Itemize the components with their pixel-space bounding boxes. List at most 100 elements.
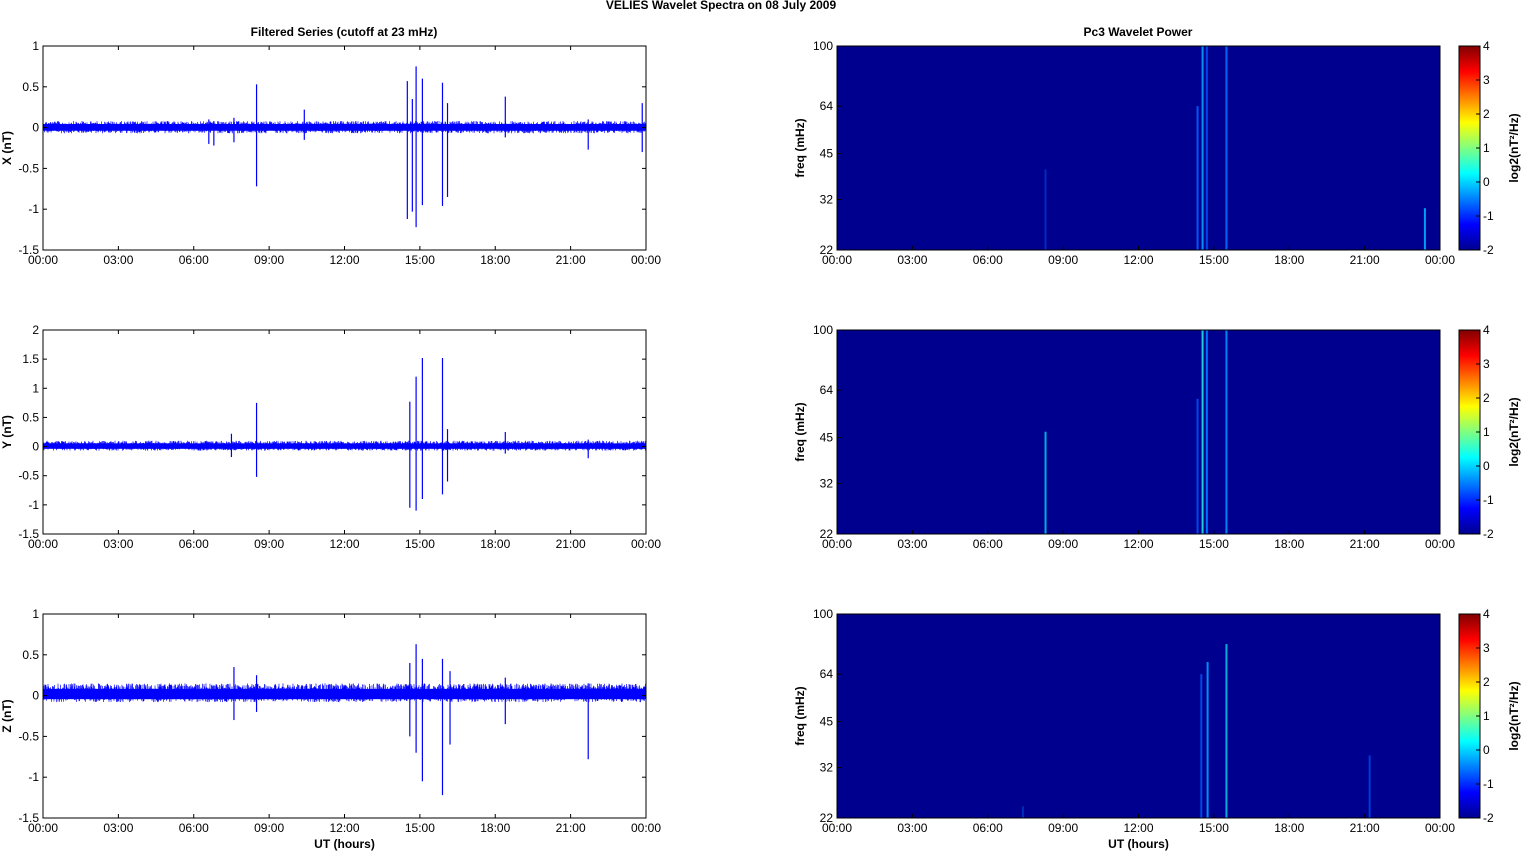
filtered-x-plot-bg (43, 46, 646, 250)
filtered-y-ytick-label-5: -0.5 (18, 469, 39, 483)
wavelet-y-streak-0 (1044, 431, 1047, 534)
wavelet-x-streak-1 (1196, 106, 1199, 250)
wavelet-y-cbar-tick-label-5: -1 (1483, 493, 1494, 507)
wavelet-x-cbar-tick-label-0: 4 (1483, 39, 1490, 53)
wavelet-y-ytick-label-1: 64 (820, 383, 834, 397)
wavelet-x-xtick-label-8: 00:00 (1425, 253, 1455, 267)
wavelet-x-xtick-label-6: 18:00 (1274, 253, 1304, 267)
filtered-z-xtick-label-3: 09:00 (254, 821, 284, 835)
filtered-y-ytick-label-0: 2 (32, 323, 39, 337)
filtered-y-ytick-label-7: -1.5 (18, 527, 39, 541)
wavelet-z-streak-0 (1021, 806, 1024, 818)
wavelet-x-xtick-label-4: 12:00 (1123, 253, 1153, 267)
wavelet-z-cbar-tick-label-6: -2 (1483, 811, 1494, 825)
wavelet-y-cbar-tick-label-3: 1 (1483, 425, 1490, 439)
wavelet-y-xtick-label-0: 00:00 (822, 537, 852, 551)
wavelet-x-xtick-label-2: 06:00 (973, 253, 1003, 267)
filtered-z-xtick-label-4: 12:00 (329, 821, 359, 835)
filtered-x-panel: 1 0.5 0 -0.5 -1 -1.5 X (nT) 00:00 03:00 06:00 09:0… (0, 39, 661, 267)
wavelet-x-streak-4 (1225, 46, 1228, 250)
filtered-z-ytick-label-5: -1.5 (18, 811, 39, 825)
filtered-z-panel: 1 0.5 0 -0.5 -1 -1.5 Z (nT) 00:00 03:00 06:00 09:0… (0, 607, 661, 851)
filtered-y-xtick-label-0: 00:00 (28, 537, 58, 551)
wavelet-z-streak-3 (1225, 644, 1228, 818)
filtered-z-series-core (43, 688, 646, 700)
wavelet-z-ytick-label-4: 22 (820, 811, 834, 825)
filtered-x-ylabel: X (nT) (0, 131, 14, 165)
wavelet-x-streak-2 (1201, 46, 1204, 250)
filtered-x-xtick-label-0: 00:00 (28, 253, 58, 267)
panels: 1 0.5 0 -0.5 -1 -1.5 X (nT) 00:00 03:00 06:00 09:0… (0, 39, 1521, 851)
filtered-y-xtick-label-7: 21:00 (556, 537, 586, 551)
filtered-x-xtick-label-7: 21:00 (556, 253, 586, 267)
filtered-z-ytick-label-2: 0 (32, 689, 39, 703)
filtered-y-series-core (43, 443, 646, 449)
wavelet-x-streak-3 (1205, 46, 1208, 250)
wavelet-y-xtick-label-6: 18:00 (1274, 537, 1304, 551)
filtered-y-xtick-label-4: 12:00 (329, 537, 359, 551)
wavelet-y-cbar-tick-label-0: 4 (1483, 323, 1490, 337)
wavelet-z-xtick-label-4: 12:00 (1123, 821, 1153, 835)
filtered-y-xtick-label-1: 03:00 (103, 537, 133, 551)
filtered-z-xtick-label-6: 18:00 (480, 821, 510, 835)
filtered-y-ytick-label-1: 1.5 (22, 352, 39, 366)
wavelet-z-cbar-tick-label-3: 1 (1483, 709, 1490, 723)
wavelet-y-xtick-label-1: 03:00 (897, 537, 927, 551)
wavelet-z-xtick-label-3: 09:00 (1048, 821, 1078, 835)
filtered-z-plot-bg (43, 614, 646, 818)
wavelet-z-xtick-label-0: 00:00 (822, 821, 852, 835)
wavelet-y-streak-3 (1205, 330, 1208, 534)
wavelet-y-cbar-tick-label-1: 3 (1483, 357, 1490, 371)
wavelet-y-cbar-tick-label-2: 2 (1483, 391, 1490, 405)
wavelet-x-xtick-label-1: 03:00 (897, 253, 927, 267)
filtered-x-xtick-label-5: 15:00 (405, 253, 435, 267)
wavelet-y-cbar-tick-label-4: 0 (1483, 459, 1490, 473)
wavelet-z-xtick-label-5: 15:00 (1199, 821, 1229, 835)
filtered-z-xtick-label-5: 15:00 (405, 821, 435, 835)
wavelet-x-colorbar-label: log2(nT²/Hz) (1507, 113, 1521, 182)
filtered-y-ytick-label-4: 0 (32, 440, 39, 454)
wavelet-z-ytick-label-2: 45 (820, 715, 834, 729)
wavelet-z-streak-4 (1368, 755, 1371, 818)
wavelet-x-cbar-tick-label-6: -2 (1483, 243, 1494, 257)
filtered-y-ytick-label-6: -1 (28, 498, 39, 512)
wavelet-x-cbar-tick-label-1: 3 (1483, 73, 1490, 87)
wavelet-y-ytick-label-3: 32 (820, 477, 834, 491)
filtered-y-panel: 2 1.5 1 0.5 0 -0.5 -1 -1.5 Y (nT) 00:00 03:00 06:00… (0, 323, 661, 551)
left-column-title: Filtered Series (cutoff at 23 mHz) (251, 25, 438, 39)
wavelet-y-streak-2 (1201, 330, 1204, 534)
wavelet-z-xtick-label-7: 21:00 (1350, 821, 1380, 835)
wavelet-y-xtick-label-3: 09:00 (1048, 537, 1078, 551)
wavelet-y-xtick-label-5: 15:00 (1199, 537, 1229, 551)
wavelet-x-cbar-tick-label-5: -1 (1483, 209, 1494, 223)
wavelet-z-ytick-label-1: 64 (820, 667, 834, 681)
wavelet-y-ytick-label-4: 22 (820, 527, 834, 541)
wavelet-z-streak-2 (1206, 662, 1209, 818)
wavelet-z-ytick-label-0: 100 (813, 607, 833, 621)
wavelet-z-cbar-tick-label-0: 4 (1483, 607, 1490, 621)
wavelet-y-xtick-label-2: 06:00 (973, 537, 1003, 551)
filtered-x-series-core (43, 124, 646, 131)
wavelet-y-ylabel: freq (mHz) (793, 402, 807, 461)
filtered-y-xtick-label-2: 06:00 (179, 537, 209, 551)
filtered-y-plot-bg (43, 330, 646, 534)
wavelet-x-ytick-label-1: 64 (820, 99, 834, 113)
filtered-y-xtick-label-5: 15:00 (405, 537, 435, 551)
wavelet-x-xtick-label-3: 09:00 (1048, 253, 1078, 267)
wavelet-x-cbar-tick-label-4: 0 (1483, 175, 1490, 189)
wavelet-z-cbar-tick-label-2: 2 (1483, 675, 1490, 689)
wavelet-y-ytick-label-0: 100 (813, 323, 833, 337)
wavelet-x-plot-bg (837, 46, 1440, 250)
filtered-x-xtick-label-4: 12:00 (329, 253, 359, 267)
wavelet-z-cbar-tick-label-1: 3 (1483, 641, 1490, 655)
wavelet-z-xtick-label-2: 06:00 (973, 821, 1003, 835)
wavelet-y-xtick-label-7: 21:00 (1350, 537, 1380, 551)
wavelet-z-xlabel: UT (hours) (1108, 837, 1169, 851)
filtered-x-ytick-label-5: -1.5 (18, 243, 39, 257)
wavelet-z-colorbar-label: log2(nT²/Hz) (1507, 681, 1521, 750)
filtered-z-ytick-label-3: -0.5 (18, 729, 39, 743)
filtered-y-xtick-label-6: 18:00 (480, 537, 510, 551)
